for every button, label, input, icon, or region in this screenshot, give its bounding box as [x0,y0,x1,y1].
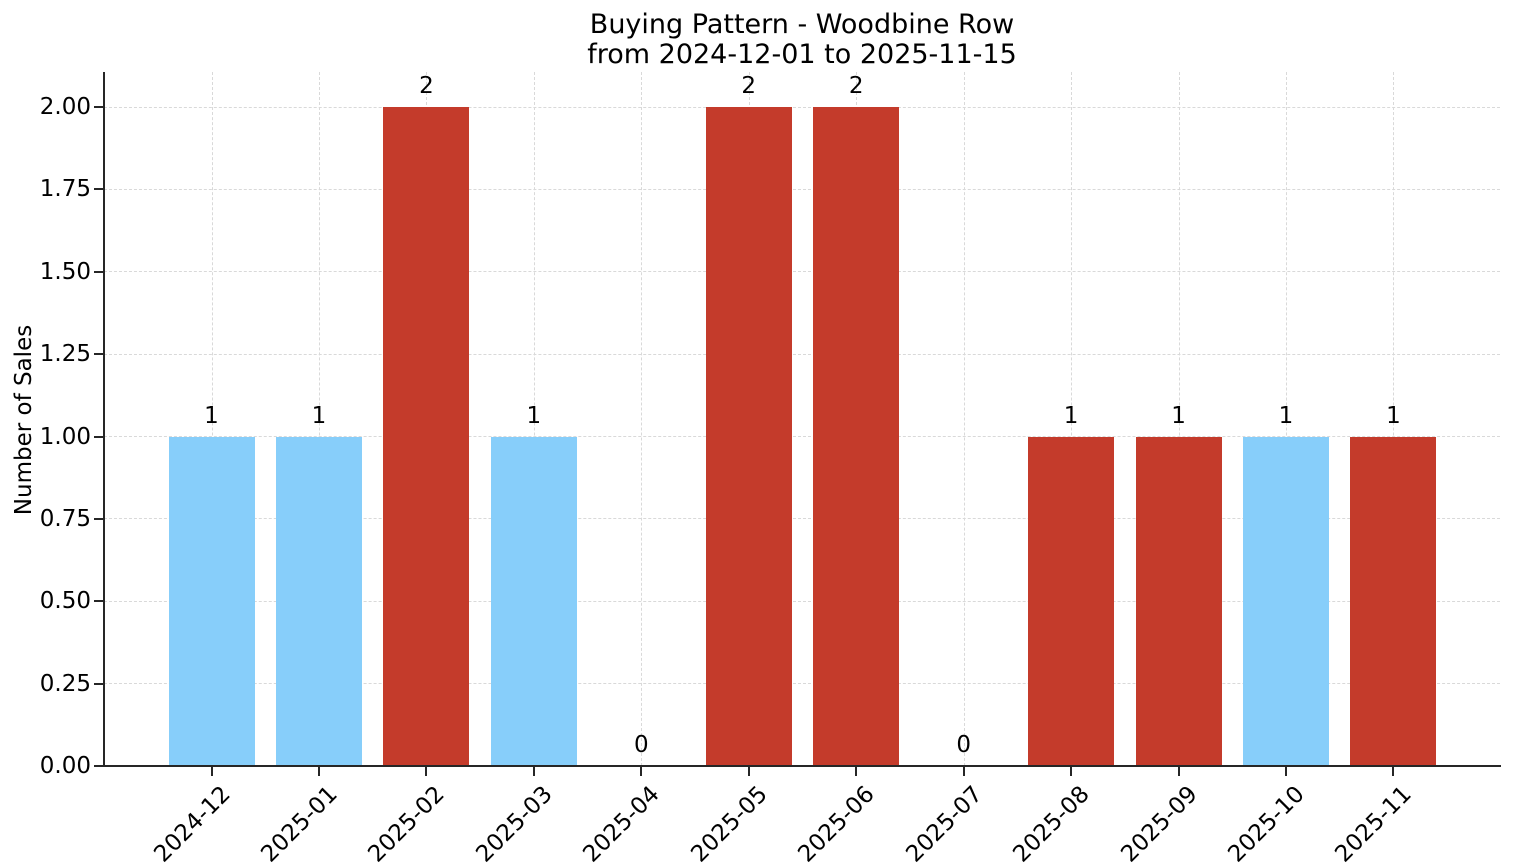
bar-value-label: 2 [419,73,434,99]
bar [813,107,900,766]
y-axis-spine [103,72,105,767]
bar-value-label: 0 [956,732,971,758]
bar-value-label: 1 [1386,402,1401,429]
bar [490,436,577,766]
v-gridline [1071,72,1073,766]
y-tick-label: 1.75 [39,176,91,203]
v-gridline [1178,72,1180,766]
y-tick-mark [94,517,103,520]
x-tick-mark [747,767,750,776]
x-tick-label: 2024-12 [148,781,236,863]
y-tick-mark [94,600,103,603]
bar-value-label: 0 [633,732,649,758]
x-tick-mark [640,767,643,776]
bar-value-label: 1 [1278,402,1294,429]
bar-value-label: 1 [1171,402,1186,429]
h-gridline [104,683,1500,685]
x-axis-spine [103,765,1501,767]
y-tick-label: 1.25 [39,341,91,368]
y-tick-mark [94,188,103,191]
v-gridline [318,72,320,766]
x-tick-mark [425,767,428,776]
x-tick-mark [855,767,858,776]
v-gridline [211,72,213,766]
y-tick-mark [94,435,103,438]
y-tick-label: 0.50 [39,588,91,615]
v-gridline [1393,72,1395,766]
y-tick-label: 2.00 [39,94,91,120]
y-tick-label: 0.75 [39,505,91,532]
bar [168,436,255,766]
x-tick-mark [962,767,965,776]
bar [1135,436,1222,766]
x-tick-mark [1285,767,1287,776]
bar [383,107,470,766]
bar [1243,436,1329,766]
x-tick-mark [1177,767,1180,776]
y-tick-mark [94,682,103,685]
y-tick-label: 0.00 [39,753,91,779]
bar-value-label: 1 [204,402,219,429]
h-gridline [104,106,1500,108]
v-gridline [533,72,535,766]
y-tick-label: 1.50 [39,258,91,285]
v-gridline [641,72,643,766]
y-tick-label: 1.00 [39,423,91,450]
h-gridline [104,271,1500,273]
bar-value-label: 2 [848,73,864,99]
bar-value-label: 1 [526,402,542,429]
bar-value-label: 2 [741,73,757,99]
v-gridline [963,72,965,766]
bar [1350,436,1437,766]
y-tick-mark [94,353,103,356]
y-tick-label: 0.25 [39,670,91,697]
y-tick-mark [94,270,103,273]
y-tick-mark [94,765,103,767]
x-tick-mark [1070,767,1073,776]
x-tick-mark [532,767,535,776]
h-gridline [104,188,1500,190]
h-gridline [104,518,1500,520]
h-gridline [104,600,1500,602]
h-gridline [104,436,1500,437]
h-gridline [104,353,1500,355]
bar [1028,436,1115,766]
bar-value-label: 1 [1063,402,1079,429]
chart-title: Buying Pattern - Woodbine Row from 2024-… [587,9,1017,70]
x-tick-mark [317,767,320,776]
x-tick-mark [1392,767,1395,776]
bar-value-label: 1 [311,402,327,429]
v-gridline [1286,72,1287,766]
bar [705,107,792,766]
y-tick-mark [94,106,103,108]
bar [275,436,362,766]
x-tick-mark [210,767,213,776]
